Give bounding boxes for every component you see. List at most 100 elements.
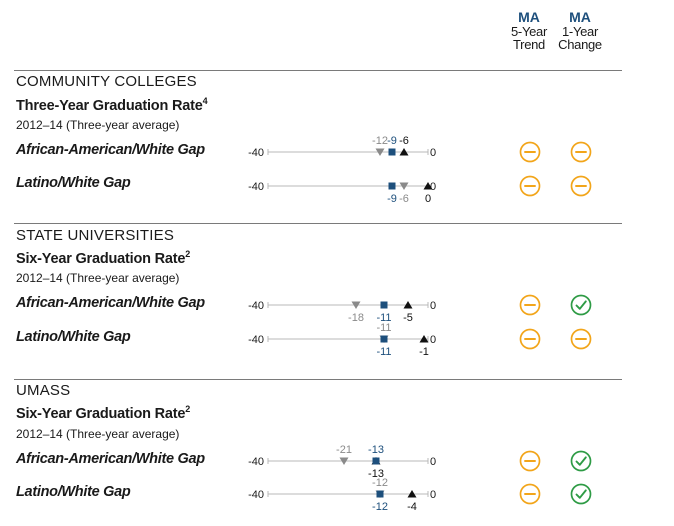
metric-title: Six-Year Graduation Rate2 [16, 249, 190, 267]
gray-triangle-marker [375, 148, 385, 156]
value-label: -12 [372, 501, 388, 513]
change-header-line1: 1-Year [561, 23, 599, 39]
status-ring [519, 175, 541, 197]
ma-square-marker [380, 301, 388, 309]
change-status-icon [570, 141, 592, 163]
trend-status-icon [519, 450, 541, 472]
status-ring [570, 294, 592, 316]
status-ring [570, 483, 592, 505]
metric-title: Three-Year Graduation Rate4 [16, 96, 208, 114]
gray-triangle-marker [339, 457, 349, 465]
period-label: 2012–14 (Three-year average) [16, 427, 180, 441]
status-ring [519, 450, 541, 472]
status-ring [570, 450, 592, 472]
metric-title-text: Six-Year Graduation Rate [16, 250, 186, 267]
black-triangle-marker [423, 182, 433, 190]
axis-min-label: -40 [248, 300, 264, 312]
section-divider [14, 379, 622, 380]
value-label: -13 [368, 444, 384, 456]
metric-title: Six-Year Graduation Rate2 [16, 404, 190, 422]
trend-status-icon [519, 483, 541, 505]
axis-min-label: -40 [248, 181, 264, 193]
value-label: -11 [376, 312, 391, 324]
value-label: -21 [336, 444, 352, 456]
value-label: -18 [348, 312, 364, 324]
trend-column-header: MA 5-Year Trend [494, 10, 564, 52]
axis-max-label: 0 [430, 300, 436, 312]
change-status-icon [570, 294, 592, 316]
axis-min-label: -40 [248, 147, 264, 159]
axis-max-label: 0 [430, 334, 436, 346]
status-ring [519, 141, 541, 163]
axis-min-label: -40 [248, 334, 264, 346]
value-label: -11 [376, 346, 391, 358]
section-title-state-universities: STATE UNIVERSITIES [16, 227, 175, 244]
section-title-community-colleges: COMMUNITY COLLEGES [16, 73, 197, 90]
row-label: Latino/White Gap [16, 175, 131, 191]
checkmark-icon [575, 489, 587, 499]
row-label: Latino/White Gap [16, 484, 131, 500]
value-label: -11 [376, 322, 391, 334]
status-ring [570, 175, 592, 197]
axis-min-label: -40 [248, 456, 264, 468]
status-ring [570, 141, 592, 163]
black-triangle-marker [399, 148, 409, 156]
change-status-icon [570, 450, 592, 472]
gray-triangle-marker [351, 301, 361, 309]
period-label: 2012–14 (Three-year average) [16, 271, 180, 285]
row-label: African-American/White Gap [16, 451, 205, 467]
trend-header-ma: MA [518, 9, 540, 25]
black-triangle-marker [419, 335, 429, 343]
trend-header-line1: 5-Year [510, 23, 548, 39]
change-status-icon [570, 483, 592, 505]
status-ring [519, 328, 541, 350]
change-header-line2: Change [558, 37, 602, 53]
footnote-marker: 2 [185, 404, 191, 414]
value-label: 0 [425, 193, 431, 205]
axis-max-label: 0 [430, 147, 436, 159]
status-ring [519, 483, 541, 505]
period-label: 2012–14 (Three-year average) [16, 118, 180, 132]
footnote-marker: 4 [202, 96, 208, 106]
axis-max-label: 0 [430, 489, 436, 501]
section-title-umass: UMASS [16, 382, 71, 399]
section-divider [14, 70, 622, 71]
axis-max-label: 0 [430, 456, 436, 468]
axis-min-label: -40 [248, 489, 264, 501]
trend-status-icon [519, 141, 541, 163]
ma-square-marker [380, 335, 388, 343]
value-label: -4 [407, 501, 417, 513]
row-label: Latino/White Gap [16, 329, 131, 345]
value-label: -9 [387, 193, 397, 205]
change-status-icon [570, 175, 592, 197]
row-label: African-American/White Gap [16, 142, 205, 158]
value-label: -13 [368, 468, 384, 480]
checkmark-icon [575, 456, 587, 466]
status-ring [570, 328, 592, 350]
checkmark-icon [575, 300, 587, 310]
row-label: African-American/White Gap [16, 295, 205, 311]
axis-max-label: 0 [430, 181, 436, 193]
trend-status-icon [519, 294, 541, 316]
value-label: -5 [403, 312, 413, 324]
trend-header-line2: Trend [513, 37, 545, 53]
metric-title-text: Three-Year Graduation Rate [16, 97, 203, 114]
trend-status-icon [519, 328, 541, 350]
value-label: -1 [419, 346, 429, 358]
change-status-icon [570, 328, 592, 350]
black-triangle-marker [407, 490, 417, 498]
status-ring [519, 294, 541, 316]
section-divider [14, 223, 622, 224]
gray-triangle-marker [399, 182, 409, 190]
ma-square-marker [376, 490, 384, 498]
ma-square-marker [388, 148, 396, 156]
metric-title-text: Six-Year Graduation Rate [16, 405, 186, 422]
change-header-ma: MA [569, 9, 591, 25]
ma-square-marker [388, 182, 396, 190]
change-column-header: MA 1-Year Change [545, 10, 615, 52]
black-triangle-marker [403, 301, 413, 309]
trend-status-icon [519, 175, 541, 197]
value-label: -6 [399, 135, 409, 147]
footnote-marker: 2 [185, 249, 191, 259]
